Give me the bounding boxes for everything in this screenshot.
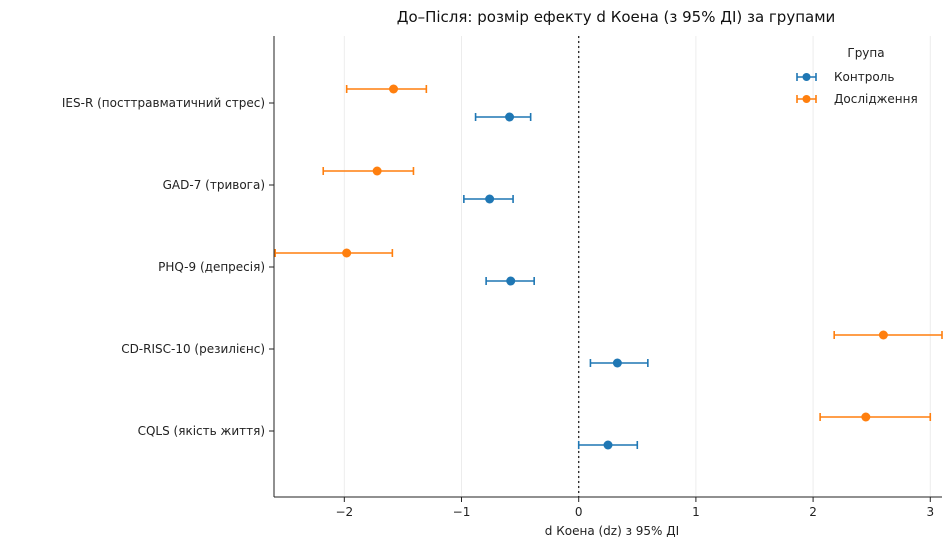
x-tick-label: −2 <box>335 505 353 519</box>
error-bar-point <box>463 194 514 204</box>
legend-label: Дослідження <box>834 92 918 106</box>
error-bar-point <box>577 440 639 450</box>
legend-marker <box>802 73 811 81</box>
legend-item: Дослідження <box>796 92 918 106</box>
error-bar-point <box>274 248 394 258</box>
x-tick-label: −1 <box>453 505 471 519</box>
y-category-label: GAD-7 (тривога) <box>163 178 265 192</box>
axes <box>269 36 942 498</box>
legend-marker <box>802 95 811 103</box>
error-bar-point <box>819 412 932 422</box>
error-bar-point <box>345 84 428 94</box>
error-bar-point <box>322 166 415 176</box>
legend-title: Група <box>847 46 884 60</box>
legend-label: Контроль <box>834 70 894 84</box>
point-marker <box>603 440 613 450</box>
x-axis-ticks: −2 −1 0 1 2 3 <box>335 497 934 519</box>
point-marker <box>372 166 382 176</box>
point-marker <box>389 84 399 94</box>
error-bar-point <box>474 112 532 122</box>
point-marker <box>612 358 622 368</box>
x-axis-label: d Коена (dz) з 95% ДІ <box>545 524 679 538</box>
point-marker <box>861 412 871 422</box>
x-tick-label: 3 <box>926 505 934 519</box>
y-category-label: IES-R (посттравматичний стрес) <box>62 96 265 110</box>
point-marker <box>506 276 516 286</box>
x-tick-label: 2 <box>809 505 817 519</box>
error-bar-point <box>485 276 535 286</box>
chart-title: До–Після: розмір ефекту d Коена (з 95% Д… <box>397 8 836 26</box>
x-tick-label: 1 <box>692 505 700 519</box>
y-axis-category-labels: IES-R (посттравматичний стрес) GAD-7 (три… <box>62 96 265 438</box>
y-category-label: CQLS (якість життя) <box>138 424 265 438</box>
y-category-label: CD-RISC-10 (резилієнс) <box>121 342 265 356</box>
data-marks <box>274 84 943 450</box>
legend-item: Контроль <box>796 70 894 84</box>
x-tick-label: 0 <box>575 505 583 519</box>
legend: Група Контроль Дослідження <box>796 46 918 106</box>
y-category-label: PHQ-9 (депресія) <box>158 260 265 274</box>
point-marker <box>342 248 352 258</box>
point-marker <box>878 330 888 340</box>
point-marker <box>485 194 495 204</box>
point-marker <box>505 112 515 122</box>
error-bar-point <box>833 330 943 340</box>
error-bar-point <box>589 358 649 368</box>
